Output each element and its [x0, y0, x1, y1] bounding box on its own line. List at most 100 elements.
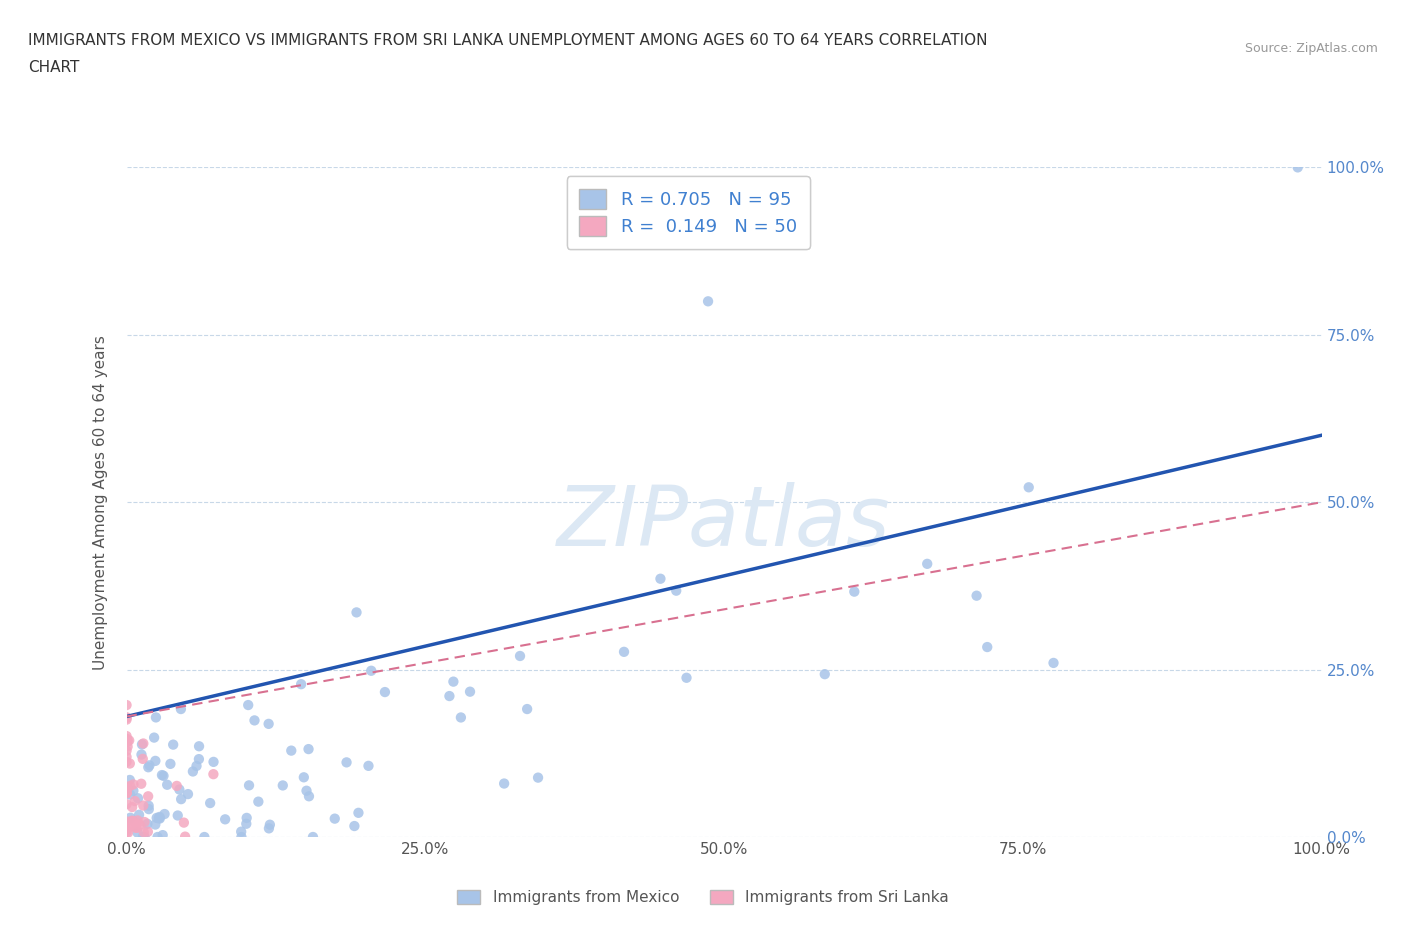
- Point: [346, 604, 368, 619]
- Point: [115, 712, 138, 727]
- Point: [238, 777, 260, 792]
- Point: [127, 790, 149, 805]
- Point: [235, 810, 257, 825]
- Point: [509, 648, 531, 663]
- Point: [128, 807, 150, 822]
- Point: [1286, 160, 1309, 175]
- Point: [118, 733, 141, 748]
- Point: [115, 732, 138, 747]
- Point: [915, 556, 938, 571]
- Point: [122, 777, 145, 791]
- Point: [125, 816, 148, 830]
- Point: [118, 773, 141, 788]
- Text: CHART: CHART: [28, 60, 80, 75]
- Point: [976, 640, 998, 655]
- Point: [198, 796, 221, 811]
- Point: [115, 780, 138, 795]
- Point: [675, 671, 697, 685]
- Point: [132, 830, 155, 844]
- Point: [152, 828, 174, 843]
- Point: [650, 571, 672, 586]
- Point: [136, 760, 159, 775]
- Point: [131, 737, 153, 751]
- Point: [124, 793, 146, 808]
- Point: [145, 810, 167, 825]
- Point: [115, 821, 138, 836]
- Point: [697, 294, 720, 309]
- Point: [343, 818, 366, 833]
- Point: [335, 755, 357, 770]
- Point: [138, 758, 160, 773]
- Point: [295, 783, 318, 798]
- Point: [347, 805, 370, 820]
- Point: [193, 830, 215, 844]
- Point: [115, 814, 138, 829]
- Point: [259, 817, 281, 832]
- Point: [166, 778, 188, 793]
- Point: [117, 735, 139, 750]
- Point: [117, 732, 139, 747]
- Point: [134, 815, 156, 830]
- Point: [118, 819, 141, 834]
- Point: [122, 783, 145, 798]
- Point: [170, 701, 193, 716]
- Point: [136, 824, 159, 839]
- Point: [115, 728, 138, 743]
- Point: [214, 812, 236, 827]
- Point: [115, 797, 138, 812]
- Point: [115, 786, 138, 801]
- Point: [115, 786, 138, 801]
- Point: [231, 830, 253, 844]
- Point: [450, 710, 472, 724]
- Point: [187, 751, 209, 766]
- Point: [202, 766, 225, 781]
- Point: [166, 808, 188, 823]
- Point: [280, 743, 302, 758]
- Point: [120, 778, 142, 793]
- Point: [613, 644, 636, 659]
- Point: [136, 789, 159, 804]
- Point: [127, 825, 149, 840]
- Point: [149, 811, 172, 826]
- Point: [115, 750, 138, 764]
- Point: [143, 730, 166, 745]
- Point: [132, 825, 155, 840]
- Point: [235, 817, 257, 831]
- Point: [814, 667, 837, 682]
- Point: [117, 825, 139, 840]
- Legend: Immigrants from Mexico, Immigrants from Sri Lanka: Immigrants from Mexico, Immigrants from …: [450, 883, 956, 913]
- Point: [173, 816, 195, 830]
- Point: [115, 698, 138, 712]
- Point: [374, 684, 396, 699]
- Point: [134, 830, 156, 844]
- Point: [125, 820, 148, 835]
- Point: [290, 677, 312, 692]
- Point: [115, 822, 138, 837]
- Point: [966, 589, 988, 604]
- Point: [302, 830, 325, 844]
- Point: [174, 830, 197, 844]
- Point: [516, 701, 538, 716]
- Point: [115, 754, 138, 769]
- Point: [441, 674, 464, 689]
- Point: [132, 798, 155, 813]
- Point: [1018, 480, 1040, 495]
- Point: [125, 820, 148, 835]
- Point: [118, 756, 141, 771]
- Point: [257, 716, 280, 731]
- Point: [120, 810, 142, 825]
- Legend: R = 0.705   N = 95, R =  0.149   N = 50: R = 0.705 N = 95, R = 0.149 N = 50: [567, 177, 810, 248]
- Point: [292, 770, 315, 785]
- Point: [138, 798, 160, 813]
- Point: [149, 809, 172, 824]
- Point: [357, 758, 380, 773]
- Point: [494, 777, 516, 791]
- Point: [138, 802, 160, 817]
- Point: [115, 711, 138, 725]
- Point: [360, 663, 382, 678]
- Point: [145, 753, 167, 768]
- Point: [238, 698, 260, 712]
- Point: [132, 736, 155, 751]
- Point: [188, 738, 211, 753]
- Point: [121, 814, 143, 829]
